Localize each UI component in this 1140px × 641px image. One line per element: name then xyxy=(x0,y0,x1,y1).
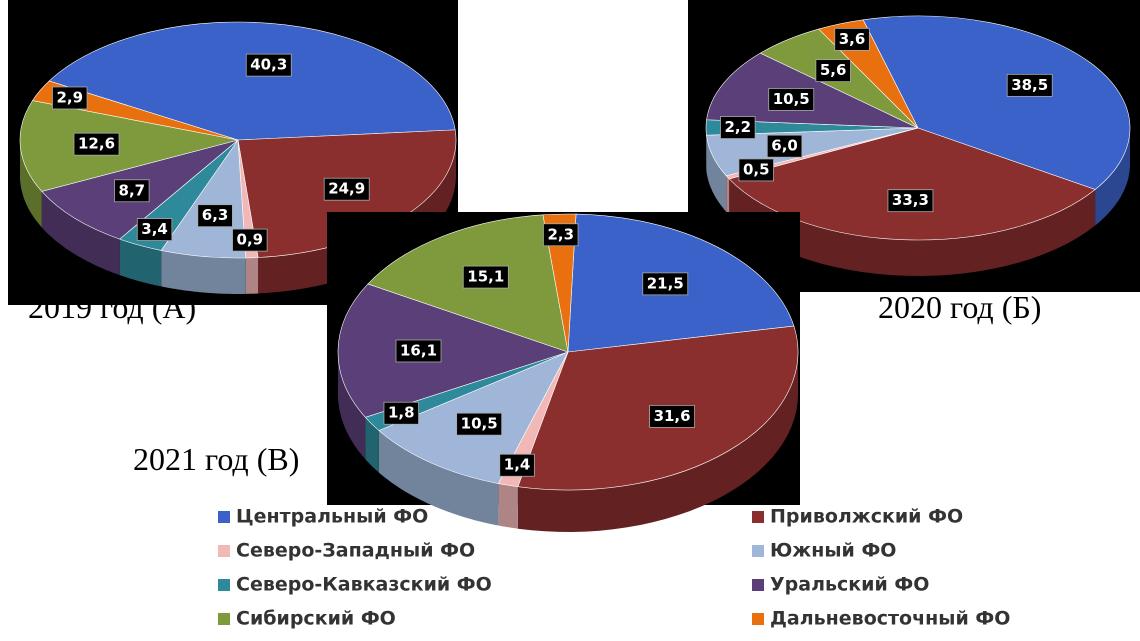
pie-slice-side xyxy=(161,250,246,294)
data-label: 24,9 xyxy=(328,180,365,198)
data-label-box xyxy=(232,228,268,252)
data-label-box xyxy=(383,401,419,425)
data-label-box xyxy=(245,53,292,77)
data-label: 2,3 xyxy=(547,225,574,243)
data-label-box xyxy=(73,132,120,156)
legend-label: Центральный ФО xyxy=(236,506,428,528)
data-label: 2,9 xyxy=(56,88,83,106)
data-label-box xyxy=(768,88,815,111)
pie: 38,5 33,3 0,56,0 2,2 10,5 5,6 3,6 xyxy=(705,15,1131,276)
data-label-box xyxy=(815,59,851,83)
data-label: 8,7 xyxy=(119,181,146,199)
data-label-box xyxy=(499,453,535,477)
pie-slice xyxy=(337,283,569,418)
data-label: 1,4 xyxy=(504,456,531,474)
pie-slice-side xyxy=(338,352,366,460)
data-label: 1,8 xyxy=(388,404,415,422)
legend-label: Дальневосточный ФО xyxy=(770,608,1010,630)
data-label: 3,4 xyxy=(141,220,168,238)
data-label: 0,9 xyxy=(237,231,264,249)
data-label: 40,3 xyxy=(250,56,287,74)
data-label-box xyxy=(766,134,803,158)
pie-slice-side xyxy=(20,140,42,228)
legend-swatch xyxy=(218,511,230,523)
data-label-box xyxy=(52,86,88,110)
data-label: 10,5 xyxy=(461,415,498,433)
pie-slice-side xyxy=(378,430,499,526)
pie-caption: 2020 год (Б) xyxy=(878,289,1041,325)
data-label: 6,0 xyxy=(771,137,798,155)
legend-swatch xyxy=(752,511,764,523)
data-label: 2,2 xyxy=(725,118,752,136)
data-label: 33,3 xyxy=(892,191,929,209)
pie: 21,5 31,6 1,4 10,5 1,8 16,1 15,1 2,3 xyxy=(337,213,799,532)
legend-label: Сибирский ФО xyxy=(236,608,396,630)
data-label: 31,6 xyxy=(654,407,691,425)
data-label-box xyxy=(197,204,233,228)
data-label: 5,6 xyxy=(820,61,847,79)
pie-slice-side xyxy=(41,191,120,276)
data-label-box xyxy=(738,158,774,182)
pie-slice-side xyxy=(517,352,798,532)
data-label: 38,5 xyxy=(1011,76,1048,94)
data-label-box xyxy=(1006,73,1053,97)
data-label-box xyxy=(834,28,870,51)
pie-slice-side xyxy=(729,178,1096,276)
legend-label: Северо-Западный ФО xyxy=(236,540,475,562)
legend-swatch xyxy=(218,579,230,591)
data-label-box xyxy=(887,189,934,213)
data-label: 3,6 xyxy=(839,30,866,48)
data-label: 12,6 xyxy=(78,135,115,153)
legend-label: Северо-Кавказский ФО xyxy=(236,574,492,596)
data-label: 10,5 xyxy=(773,90,810,108)
data-label: 21,5 xyxy=(647,274,684,292)
pie-slice-side xyxy=(119,239,162,287)
data-label-box xyxy=(720,116,756,139)
pie-slice-side xyxy=(245,257,259,294)
data-label: 15,1 xyxy=(467,268,504,286)
data-label-box xyxy=(136,218,173,241)
data-label-box xyxy=(462,265,509,289)
data-label: 6,3 xyxy=(202,206,229,224)
pie-slice-side xyxy=(258,140,456,294)
pie-slice-side xyxy=(706,135,727,212)
pie-slice xyxy=(19,100,239,192)
pie-slice-side xyxy=(1095,128,1130,226)
pie-slice xyxy=(862,15,1131,190)
pie-slice-side xyxy=(726,175,730,215)
data-label-box xyxy=(649,404,695,428)
pie: 40,3 24,9 0,9 6,3 3,4 8,7 12,6 2,9 xyxy=(19,21,457,294)
data-label-box xyxy=(114,179,150,203)
legend-swatch xyxy=(752,545,764,557)
data-label-box xyxy=(395,339,442,363)
data-label-box xyxy=(543,223,579,247)
legend-label: Приволжский ФО xyxy=(770,506,963,528)
legend-swatch xyxy=(752,613,764,625)
legend-label: Уральский ФО xyxy=(770,574,929,596)
pie-slice-side xyxy=(498,483,518,529)
data-label: 0,5 xyxy=(743,160,770,178)
legend-swatch xyxy=(218,545,230,557)
pie-slice xyxy=(48,21,456,141)
pie-slice xyxy=(728,127,1096,241)
data-label-box xyxy=(642,272,689,296)
pie-caption: 2021 год (В) xyxy=(133,441,299,477)
legend-label: Южный ФО xyxy=(770,540,896,562)
data-label-box xyxy=(456,412,503,436)
data-label: 16,1 xyxy=(400,341,437,359)
pie-slice xyxy=(542,213,577,353)
data-label-box xyxy=(323,177,370,201)
legend-swatch xyxy=(752,579,764,591)
legend-swatch xyxy=(218,613,230,625)
pie-slice-side xyxy=(365,417,379,473)
